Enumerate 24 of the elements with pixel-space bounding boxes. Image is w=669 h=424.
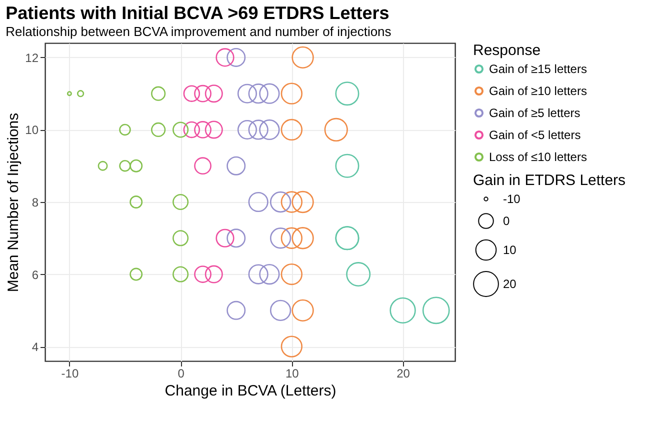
y-tick-label: 4 xyxy=(32,340,39,354)
legend-label: Gain of ≥15 letters xyxy=(489,62,587,76)
y-tick-label: 8 xyxy=(32,196,39,210)
x-tick-label: 0 xyxy=(178,366,185,380)
legend-label: 20 xyxy=(503,277,517,291)
x-axis-title: Change in BCVA (Letters) xyxy=(164,382,336,400)
legend-label: 10 xyxy=(503,243,517,257)
text: Gain in ETDRS Letters xyxy=(473,172,626,189)
legend-label: -10 xyxy=(503,192,521,206)
legend-label: Gain of ≥5 letters xyxy=(489,106,580,120)
legend-label: Gain of ≥10 letters xyxy=(489,84,587,98)
x-tick-label: 10 xyxy=(285,366,300,380)
y-axis-title: Mean Number of Injections xyxy=(5,112,22,292)
legend-label: Loss of ≤10 letters xyxy=(489,150,587,164)
legend-label: 0 xyxy=(503,214,510,228)
y-tick-label: 10 xyxy=(25,123,39,138)
chart-subtitle: Relationship between BCVA improvement and number of injections xyxy=(6,24,392,39)
legend-title: Response xyxy=(473,42,541,59)
x-tick-label: 20 xyxy=(396,366,410,380)
y-tick-label: 12 xyxy=(25,50,39,65)
x-tick-label: -10 xyxy=(61,366,79,380)
legend-label: Gain of <5 letters xyxy=(489,128,581,142)
chart-title: Patients with Initial BCVA >69 ETDRS Letters xyxy=(6,3,390,23)
y-tick-label: 6 xyxy=(32,268,39,282)
